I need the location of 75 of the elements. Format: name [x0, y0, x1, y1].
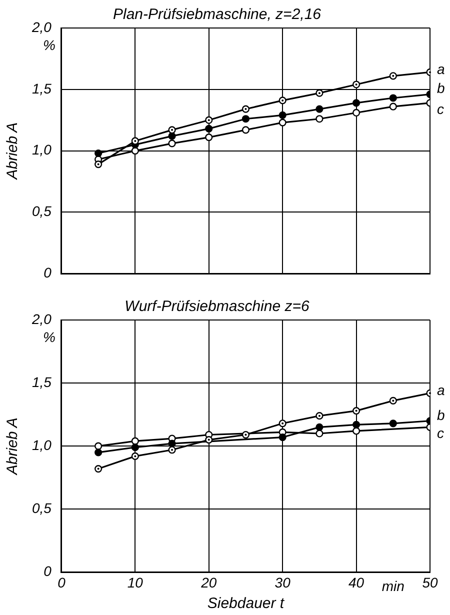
point [94, 160, 102, 168]
point [389, 94, 397, 102]
series-label: a [437, 382, 445, 398]
point [278, 118, 286, 126]
point [316, 89, 324, 97]
x-tick-label: 30 [274, 574, 291, 590]
y-tick-label: 0,5 [32, 500, 52, 516]
point [131, 137, 139, 145]
point [278, 433, 286, 442]
point [352, 406, 360, 415]
point [242, 430, 250, 439]
point [352, 420, 360, 428]
series-label: b [437, 80, 445, 96]
point [352, 427, 360, 435]
point [242, 105, 250, 113]
x-tick-label: 0 [58, 574, 66, 590]
y-tick-label: 0,5 [32, 203, 52, 220]
point [316, 105, 324, 113]
text: min [382, 578, 405, 594]
point [316, 430, 324, 438]
point [131, 444, 139, 452]
point [94, 465, 102, 473]
x-tick-label: 50 [422, 574, 438, 590]
point [168, 440, 176, 448]
point [352, 80, 360, 88]
y-tick-label: 1,5 [32, 374, 52, 390]
chart-title: Plan-Prüfsiebmaschine, z=2,16 [112, 6, 322, 24]
chart-title: Wurf-Prüfsiebmaschine z=6 [124, 298, 310, 316]
y-axis-title: Abrieb A [4, 418, 22, 476]
point [352, 99, 360, 107]
point [389, 102, 397, 110]
point [352, 108, 360, 117]
y-tick-label: 0 [44, 563, 52, 580]
y-tick-label: 0 [44, 264, 52, 280]
y-tick-label: 2,0 [30, 18, 52, 35]
x-tick-label: 40 [348, 574, 364, 590]
point [278, 420, 286, 428]
point [94, 448, 102, 456]
point [389, 72, 397, 80]
series-label: b [437, 406, 445, 423]
point [205, 124, 213, 132]
point [168, 446, 176, 454]
text: % [43, 36, 56, 53]
point [131, 452, 139, 460]
point [205, 436, 213, 444]
point [205, 133, 213, 142]
point [278, 111, 286, 119]
point [168, 126, 176, 134]
x-tick-label: 20 [200, 574, 217, 590]
series-label: c [437, 100, 444, 117]
point [168, 140, 176, 148]
text: % [43, 328, 56, 345]
x-axis-title: Siebdauer t [207, 595, 285, 612]
point [205, 116, 213, 124]
y-tick-label: 1,5 [32, 80, 52, 96]
y-axis-title: Abrieb A [4, 122, 22, 180]
series-label: c [437, 425, 444, 442]
point [278, 96, 286, 104]
point [316, 412, 324, 420]
y-tick-label: 1,0 [32, 142, 52, 158]
y-tick-label: 1,0 [32, 436, 52, 453]
point [389, 420, 397, 428]
point [131, 147, 139, 155]
x-tick-label: 10 [127, 574, 144, 590]
series-label: a [437, 61, 445, 78]
point [168, 132, 176, 140]
point [389, 396, 397, 405]
point [316, 115, 324, 123]
point [94, 149, 102, 158]
point [316, 423, 324, 431]
point [242, 115, 250, 123]
point [242, 126, 250, 134]
y-tick-label: 2,0 [30, 310, 52, 327]
point [131, 437, 139, 445]
point [94, 442, 102, 450]
